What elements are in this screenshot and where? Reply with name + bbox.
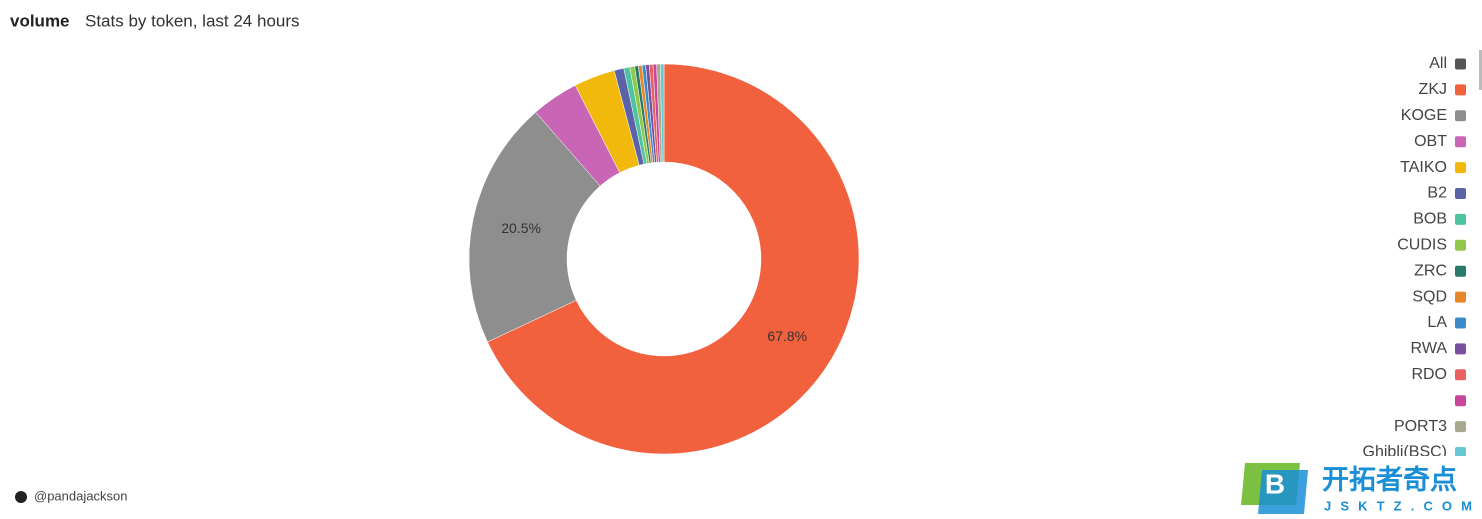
legend-swatch bbox=[1455, 110, 1466, 122]
legend-label: RDO bbox=[1411, 366, 1447, 383]
legend-label: B2 bbox=[1427, 185, 1447, 202]
watermark: B 开拓者奇点 JSKTZ.COM bbox=[1241, 463, 1472, 514]
legend-swatch bbox=[1455, 343, 1466, 355]
footer: @pandajackson bbox=[34, 488, 127, 503]
legend-swatch bbox=[1455, 136, 1466, 148]
legend-swatch bbox=[1455, 395, 1466, 407]
legend-swatch bbox=[1455, 265, 1466, 277]
legend-swatch bbox=[1455, 291, 1466, 303]
legend-label: RWA bbox=[1411, 340, 1448, 357]
pie-slice bbox=[660, 63, 665, 163]
legend: All ZKJ KOGE OBT TAIKO B2 BOB CUDIS ZRC SQD LA RWA R… bbox=[1363, 55, 1466, 461]
legend-label: Ghibli(BSC) bbox=[1363, 444, 1447, 461]
legend-label: ZKJ bbox=[1419, 81, 1447, 98]
legend-label: All bbox=[1429, 55, 1447, 72]
pie-slice bbox=[487, 63, 860, 455]
pie: 67.8% 20.5% bbox=[468, 63, 860, 455]
scrollbar bbox=[1479, 50, 1482, 90]
legend-swatch bbox=[1455, 447, 1466, 456]
legend-swatch bbox=[1455, 84, 1466, 96]
legend-label: KOGE bbox=[1401, 107, 1447, 124]
watermark-url: JSKTZ.COM bbox=[1324, 498, 1472, 513]
legend-swatch bbox=[1455, 239, 1466, 251]
legend-swatch bbox=[1455, 213, 1466, 225]
legend-label: OBT bbox=[1414, 133, 1447, 150]
legend-label: CUDIS bbox=[1397, 237, 1447, 254]
chart-title: volume bbox=[10, 11, 70, 30]
avatar bbox=[15, 491, 27, 503]
legend-label: TAIKO bbox=[1400, 159, 1447, 176]
legend-swatch bbox=[1455, 188, 1466, 199]
pie-slice bbox=[468, 111, 601, 343]
legend-label: ZRC bbox=[1414, 262, 1447, 279]
logo bbox=[1258, 470, 1308, 514]
chart-subtitle: Stats by token, last 24 hours bbox=[85, 11, 300, 30]
legend-label: SQD bbox=[1412, 288, 1447, 305]
legend-label: PORT3 bbox=[1394, 418, 1447, 435]
data-label: 67.8% bbox=[767, 328, 807, 344]
legend-swatch bbox=[1455, 369, 1466, 381]
data-label: 20.5% bbox=[501, 220, 541, 236]
legend-label: LA bbox=[1427, 314, 1447, 331]
legend-swatch bbox=[1455, 162, 1466, 174]
legend-swatch bbox=[1455, 421, 1466, 433]
logo-letter: B bbox=[1265, 468, 1285, 499]
legend-label: BOB bbox=[1413, 211, 1447, 228]
watermark-name: 开拓者奇点 bbox=[1322, 465, 1457, 495]
legend-swatch bbox=[1455, 58, 1466, 70]
legend-swatch bbox=[1455, 317, 1466, 329]
